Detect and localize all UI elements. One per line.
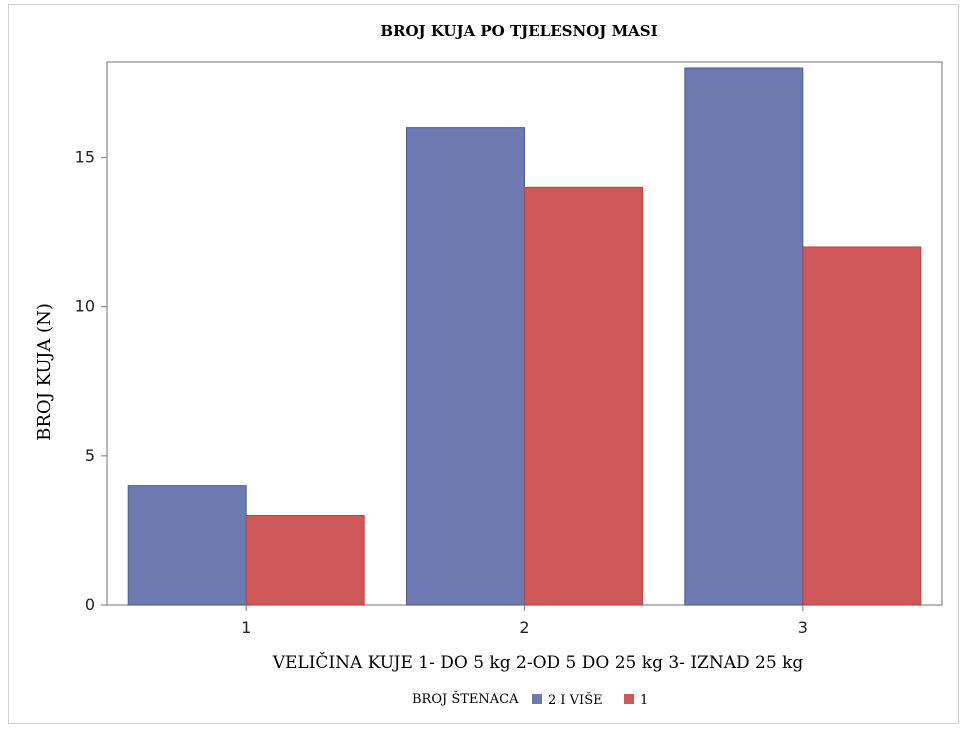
legend-swatch (624, 694, 634, 704)
x-tick-label: 1 (241, 618, 251, 637)
x-tick-label: 3 (798, 618, 808, 637)
plot-area: 0 5 10 15 1 2 3 (75, 61, 943, 637)
legend-title: BROJ ŠTENACA (412, 690, 519, 707)
chart-title: BROJ KUJA PO TJELESNOJ MASI (380, 22, 657, 40)
legend-label: 2 I VIŠE (548, 691, 603, 708)
bar-series2 (245, 514, 365, 606)
x-tick-label: 2 (519, 618, 529, 637)
legend-label: 1 (640, 693, 648, 708)
y-axis-label: BROJ KUJA (N) (34, 303, 55, 441)
legend-swatch (532, 694, 542, 704)
x-axis-label: VELIČINA KUJE 1- DO 5 kg 2-OD 5 DO 25 kg… (272, 652, 804, 673)
legend: BROJ ŠTENACA 2 I VIŠE 1 (412, 690, 648, 708)
bar-series2 (802, 246, 922, 606)
bar-series1 (406, 127, 525, 606)
y-tick-label: 0 (85, 595, 95, 614)
y-tick-label: 5 (85, 446, 95, 465)
y-tick-label: 10 (75, 297, 95, 316)
y-tick-label: 15 (75, 147, 95, 166)
bar-series1 (684, 67, 804, 606)
bar-series2 (524, 186, 643, 606)
bar-series1 (127, 485, 247, 606)
